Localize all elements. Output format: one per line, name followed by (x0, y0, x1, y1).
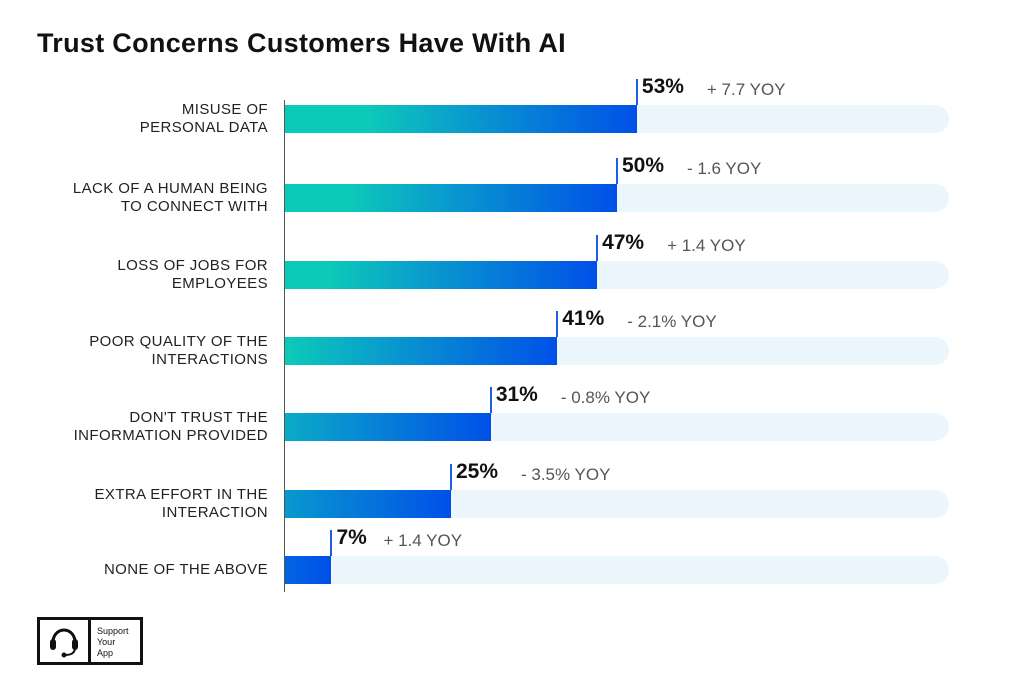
yoy-label: - 2.1% YOY (627, 312, 717, 331)
bar-marker (635, 79, 638, 105)
chart-title: Trust Concerns Customers Have With AI (37, 28, 566, 58)
bar (285, 184, 617, 212)
bar (285, 556, 332, 584)
category-label-line: EXTRA EFFORT IN THE (94, 486, 268, 503)
category-label-line: PERSONAL DATA (139, 119, 268, 136)
category-label: LACK OF A HUMAN BEING TO CONNECT WITH (73, 180, 268, 216)
category-label: DON'T TRUST THE INFORMATION PROVIDED (74, 409, 268, 445)
yoy-label: - 3.5% YOY (521, 465, 611, 484)
bar-marker (330, 530, 333, 556)
category-label-line: NONE OF THE ABOVE (103, 561, 268, 578)
category-label-line: INTERACTIONS (151, 351, 268, 368)
bar (285, 337, 558, 365)
bar (285, 261, 598, 289)
category-label: MISUSE OF PERSONAL DATA (140, 101, 268, 137)
category-label: LOSS OF JOBS FOR EMPLOYEES (117, 257, 268, 293)
category-label-line: POOR QUALITY OF THE (89, 333, 268, 350)
bar-marker (450, 464, 452, 490)
bar (285, 105, 637, 133)
y-axis-line (284, 100, 285, 592)
category-label-line: DON'T TRUST THE (129, 409, 268, 426)
logo: Support Your App (37, 617, 143, 665)
category-label-line: INTERACTION (161, 504, 268, 521)
category-label-line: MISUSE OF (181, 101, 268, 118)
value-label: 53% (641, 75, 684, 98)
yoy-label: - 1.6 YOY (687, 159, 762, 178)
yoy-label: + 7.7 YOY (706, 80, 786, 99)
yoy-label: + 1.4 YOY (667, 236, 746, 255)
bar-marker (556, 311, 559, 337)
value-label: 25% (456, 460, 499, 483)
category-label: NONE OF THE ABOVE (104, 561, 268, 579)
category-label: EXTRA EFFORT IN THE INTERACTION (95, 486, 268, 522)
logo-text: App (97, 648, 114, 658)
category-label-line: EMPLOYEES (171, 275, 268, 292)
value-label: 41% (562, 307, 605, 330)
bar-marker (616, 158, 618, 184)
value-label: 47% (602, 231, 645, 254)
bar-track (285, 556, 949, 584)
bar (285, 490, 451, 518)
value-label: 31% (495, 383, 538, 406)
category-label-line: LOSS OF JOBS FOR (117, 257, 268, 274)
logo-text: Your (97, 637, 116, 647)
logo-text: Support (97, 626, 129, 636)
value-label: 50% (622, 154, 665, 177)
category-label-line: TO CONNECT WITH (120, 198, 268, 215)
category-label-line: INFORMATION PROVIDED (73, 427, 268, 444)
category-label-line: LACK OF A HUMAN BEING (72, 180, 268, 197)
bar (285, 413, 491, 441)
headset-icon (40, 620, 91, 662)
bar-marker (596, 235, 599, 261)
yoy-label: + 1.4 YOY (383, 531, 463, 550)
bar-marker (489, 387, 492, 413)
category-label: POOR QUALITY OF THE INTERACTIONS (89, 333, 268, 369)
yoy-label: - 0.8% YOY (560, 388, 651, 407)
value-label: 7% (336, 526, 367, 549)
